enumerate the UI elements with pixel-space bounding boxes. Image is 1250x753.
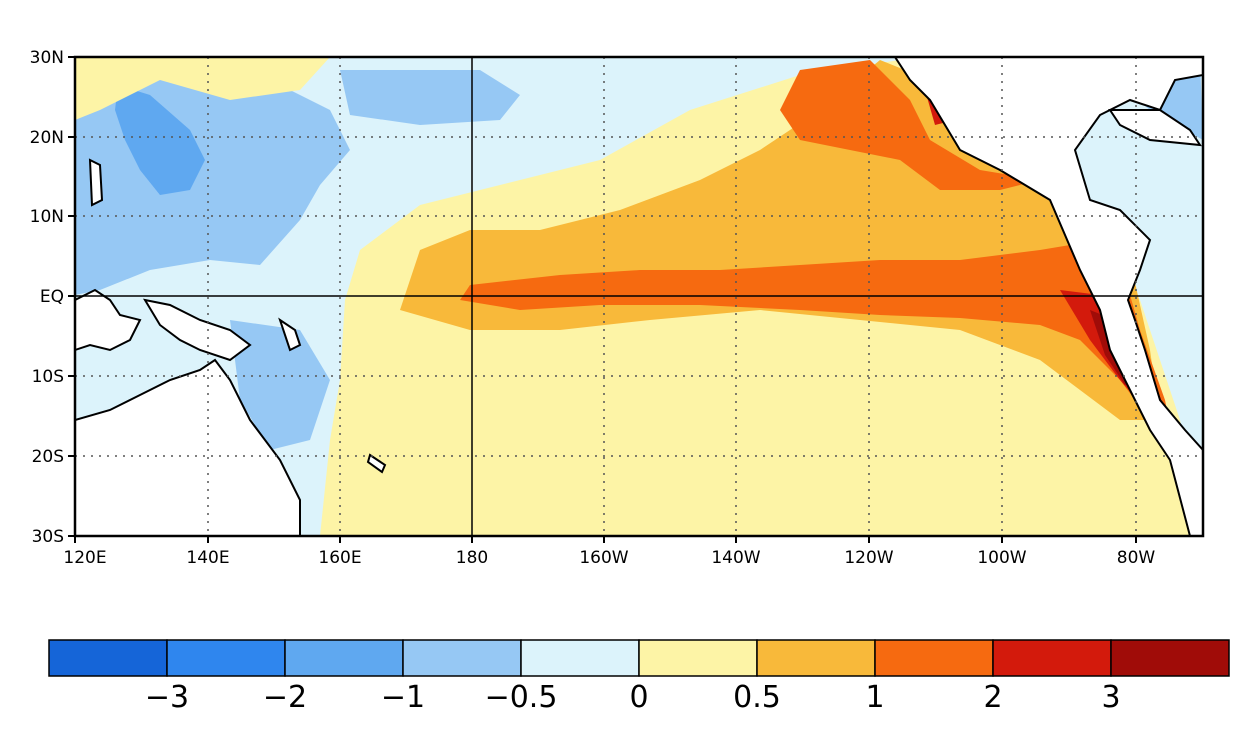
lat-label-20s: 20S: [32, 447, 64, 467]
lat-label-30n: 30N: [30, 48, 64, 68]
colorbar-swatch: [166, 639, 286, 677]
colorbar-label-neg1: −1: [381, 680, 425, 715]
colorbar-label-2: 2: [983, 680, 1002, 715]
coral-sea-cool-patch: [230, 320, 330, 450]
north-central-cool-patch: [340, 70, 520, 125]
lon-label-100w: 100W: [977, 548, 1026, 568]
cuba-land: [1108, 109, 1203, 147]
lon-label-120w: 120W: [844, 548, 893, 568]
lon-label-160w: 160W: [579, 548, 628, 568]
colorbar-swatch: [874, 639, 994, 677]
lon-label-160e: 160E: [318, 548, 361, 568]
lat-label-30s: 30S: [32, 527, 64, 547]
new-guinea-land: [142, 298, 252, 362]
colorbar-label-0-5: 0.5: [733, 680, 781, 715]
colorbar-label-neg0-5: −0.5: [485, 680, 558, 715]
lon-label-80w: 80W: [1117, 548, 1156, 568]
colorbar-swatch: [638, 639, 758, 677]
lon-label-140w: 140W: [711, 548, 760, 568]
colorbar-swatch: [520, 639, 640, 677]
colorbar-swatch: [756, 639, 876, 677]
colorbar-swatch: [48, 639, 168, 677]
maritime-continent-land: [75, 288, 142, 352]
lon-label-180: 180: [456, 548, 488, 568]
lon-label-140e: 140E: [186, 548, 229, 568]
colorbar-swatch: [992, 639, 1112, 677]
lon-label-120e: 120E: [63, 548, 106, 568]
colorbar-swatch: [402, 639, 522, 677]
longitude-axis: 120E 140E 160E 180 160W 140W 120W 100W 8…: [63, 536, 1155, 568]
new-caledonia-land: [366, 453, 387, 474]
lat-label-eq: EQ: [40, 287, 64, 307]
colorbar-labels: −3 −2 −1 −0.5 0 0.5 1 2 3: [145, 680, 1121, 715]
northwest-warm-strip: [75, 57, 330, 120]
equatorial-warm-tongue: [460, 240, 1170, 425]
colorbar-label-3: 3: [1101, 680, 1120, 715]
colorbar-swatch: [284, 639, 404, 677]
lat-label-10s: 10S: [32, 367, 64, 387]
land-masses: [75, 57, 1203, 536]
lat-label-20n: 20N: [30, 128, 64, 148]
colorbar-label-0: 0: [629, 680, 648, 715]
colorbar: [48, 639, 1230, 677]
colorbar-label-1: 1: [865, 680, 884, 715]
solomon-islands-land: [278, 317, 302, 352]
map-plot-area: [75, 57, 1203, 536]
solid-reference-lines: [75, 57, 1203, 536]
west-pacific-cold-core: [115, 85, 205, 195]
lat-label-10n: 10N: [30, 207, 64, 227]
colorbar-label-neg2: −2: [263, 680, 307, 715]
colorbar-label-neg3: −3: [145, 680, 189, 715]
colorbar-swatch: [1110, 639, 1230, 677]
americas-land: [893, 57, 1203, 536]
latitude-axis: 30N 20N 10N EQ 10S 20S 30S: [30, 48, 75, 547]
philippines-land: [88, 158, 104, 207]
australia-land: [75, 358, 301, 536]
north-subtropical-warm-patch: [780, 60, 1040, 190]
